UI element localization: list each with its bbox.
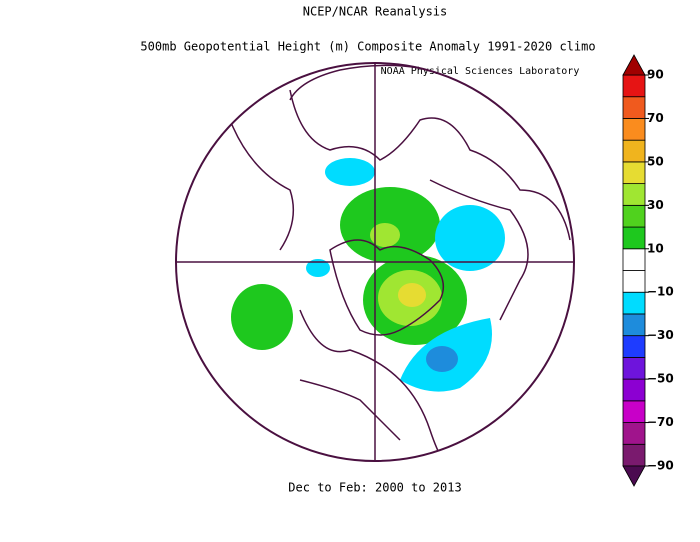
colorbar-extend-low — [622, 465, 646, 487]
anomaly-blob — [370, 223, 400, 247]
coastlines — [229, 64, 571, 461]
colorbar-tick-label: 30 — [647, 198, 664, 212]
colorbar-tick-label: 10 — [647, 241, 664, 255]
colorbar-segment — [622, 270, 646, 293]
colorbar-segment — [622, 356, 646, 380]
colorbar-segment — [622, 139, 646, 163]
colorbar-segment — [622, 291, 646, 315]
subtitle: 500mb Geopotential Height (m) Composite … — [140, 40, 595, 54]
anomaly-blob — [435, 205, 505, 271]
colorbar-segment — [622, 204, 646, 228]
colorbar-tick-label: −30 — [647, 328, 674, 342]
colorbar-segment — [622, 378, 646, 402]
anomaly-blob — [306, 259, 330, 277]
colorbar-segment — [622, 313, 646, 337]
colorbar-segment — [622, 226, 646, 250]
footer: Dec to Feb: 2000 to 2013 — [288, 481, 461, 495]
colorbar-segment — [622, 74, 646, 98]
title: NCEP/NCAR Reanalysis — [303, 5, 448, 19]
colorbar-extend-high — [622, 54, 646, 76]
anomaly-blob — [398, 283, 426, 307]
map — [175, 62, 575, 462]
colorbar-tick-label: 50 — [647, 154, 664, 168]
colorbar-segment — [622, 248, 646, 271]
colorbar-segment — [622, 183, 646, 206]
colorbar-segment — [622, 335, 646, 358]
colorbar-tick-label: −10 — [647, 285, 674, 299]
colorbar-tick-label: −50 — [647, 372, 674, 386]
colorbar-tick-label: 90 — [647, 68, 664, 82]
anomaly-blob — [325, 158, 375, 186]
colorbar-tick-label: −70 — [647, 415, 674, 429]
colorbar-segment — [622, 422, 646, 445]
credit: NOAA Physical Sciences Laboratory — [381, 66, 580, 77]
colorbar-tick-label: 70 — [647, 111, 664, 125]
anomaly-blob — [426, 346, 458, 372]
colorbar-segment — [622, 400, 646, 423]
colorbar-tick-label: −90 — [647, 459, 674, 473]
colorbar-segment — [622, 118, 646, 141]
anomaly-blob — [231, 284, 293, 350]
colorbar-segment — [622, 161, 646, 185]
colorbar: −90 −70 −50 −30 −10 10 30 50 70 90 — [622, 54, 674, 487]
colorbar-segment — [622, 443, 646, 467]
colorbar-segment — [622, 96, 646, 119]
